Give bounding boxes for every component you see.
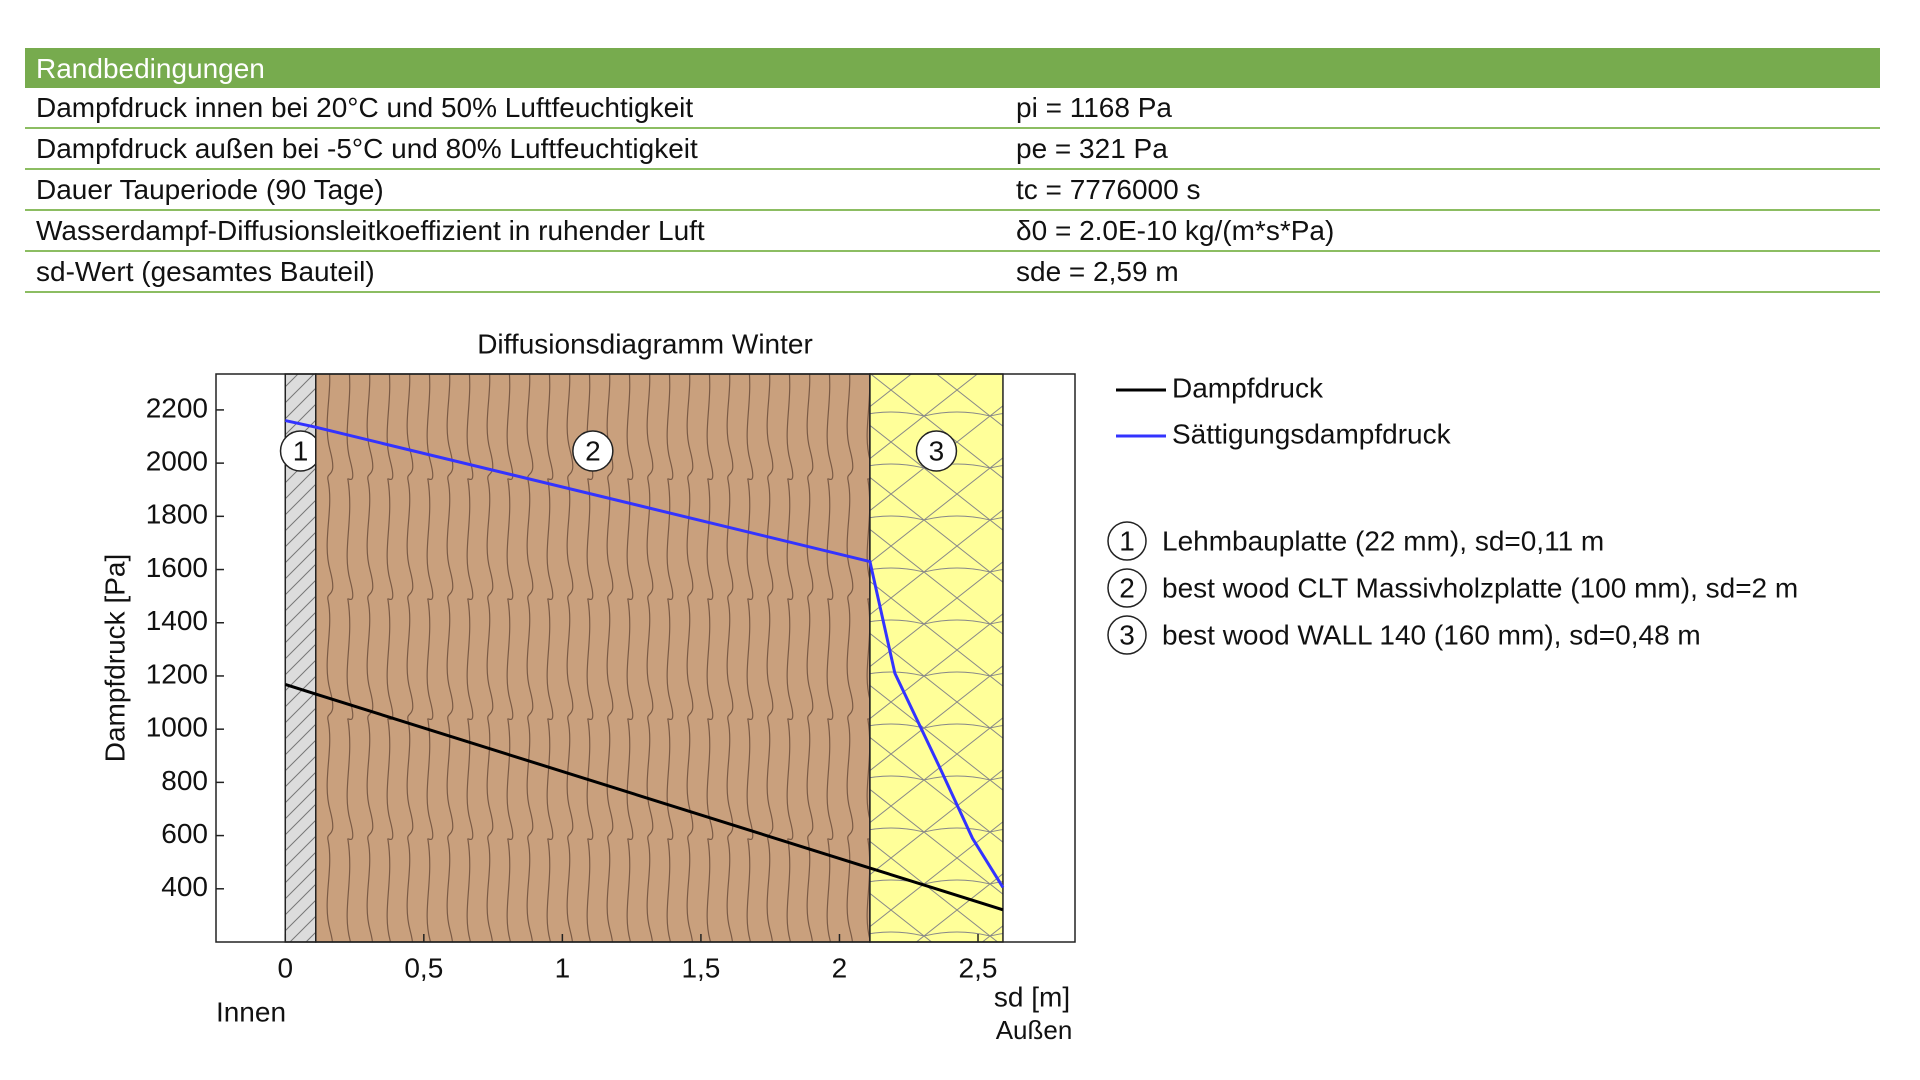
value-cell: pi = 1168 Pa xyxy=(1016,92,1172,123)
conditions-table: Randbedingungen Dampfdruck innen bei 20°… xyxy=(25,48,1880,293)
y-tick-label: 1600 xyxy=(146,552,208,583)
x-tick-label: 0 xyxy=(277,952,293,983)
x-axis-label: sd [m] xyxy=(994,981,1070,1012)
y-tick-label: 2200 xyxy=(146,392,208,423)
y-tick-label: 1400 xyxy=(146,605,208,636)
legend-label: best wood WALL 140 (160 mm), sd=0,48 m xyxy=(1162,619,1701,650)
layer-number: 1 xyxy=(293,435,309,466)
table-row: Wasserdampf-Diffusionsleitkoeffizient in… xyxy=(25,211,1880,252)
legend-label: Dampfdruck xyxy=(1172,372,1324,403)
legend-marker xyxy=(1107,568,1147,608)
layer-number: 2 xyxy=(585,435,601,466)
layer-marker xyxy=(915,430,958,472)
x-tick-label: 2 xyxy=(832,952,848,983)
label-cell: Dampfdruck innen bei 20°C und 50% Luftfe… xyxy=(36,92,694,123)
x-tick-label: 2,5 xyxy=(959,952,998,983)
annotation: Innen xyxy=(216,996,286,1027)
layer-marker xyxy=(572,430,614,472)
legend-label: best wood CLT Massivholzplatte (100 mm),… xyxy=(1162,572,1798,603)
label-cell: Dampfdruck außen bei -5°C und 80% Luftfe… xyxy=(36,133,698,164)
y-tick-label: 1000 xyxy=(146,712,208,743)
legend-label: Sättigungsdampfdruck xyxy=(1172,418,1452,449)
y-tick-label: 1200 xyxy=(146,658,208,689)
layer-number: 3 xyxy=(929,435,945,466)
plot-frame xyxy=(215,373,1076,943)
legend-number: 1 xyxy=(1119,525,1135,556)
x-tick-label: 0,5 xyxy=(404,952,443,983)
legend-marker xyxy=(1107,521,1147,561)
value-cell: tc = 7776000 s xyxy=(1016,174,1201,205)
table-row: sd-Wert (gesamtes Bauteil) sde = 2,59 m xyxy=(25,252,1880,293)
legend-label: Lehmbauplatte (22 mm), sd=0,11 m xyxy=(1162,525,1604,556)
label-cell: Wasserdampf-Diffusionsleitkoeffizient in… xyxy=(36,215,705,246)
y-axis-label: Dampfdruck [Pa] xyxy=(99,554,130,763)
annotation: Außen xyxy=(996,1015,1073,1045)
chart-title: Diffusionsdiagramm Winter xyxy=(477,328,813,359)
table-title: Randbedingungen xyxy=(25,48,1880,88)
x-tick-label: 1 xyxy=(555,952,571,983)
series-line xyxy=(284,683,1004,912)
legend-number: 2 xyxy=(1119,572,1135,603)
label-cell: Dauer Tauperiode (90 Tage) xyxy=(36,174,384,205)
table-row: Dampfdruck innen bei 20°C und 50% Luftfe… xyxy=(25,88,1880,129)
label-cell: sd-Wert (gesamtes Bauteil) xyxy=(36,256,375,287)
y-tick-label: 800 xyxy=(161,765,208,796)
value-cell: pe = 321 Pa xyxy=(1016,133,1168,164)
table-row: Dampfdruck außen bei -5°C und 80% Luftfe… xyxy=(25,129,1880,170)
series-line xyxy=(284,419,1005,889)
y-tick-label: 400 xyxy=(161,871,208,902)
value-cell: δ0 = 2.0E-10 kg/(m*s*Pa) xyxy=(1016,215,1335,246)
y-tick-label: 600 xyxy=(161,818,208,849)
value-cell: sde = 2,59 m xyxy=(1016,256,1179,287)
x-tick-label: 1,5 xyxy=(681,952,720,983)
y-tick-label: 2000 xyxy=(146,446,208,477)
table-row: Dauer Tauperiode (90 Tage) tc = 7776000 s xyxy=(25,170,1880,211)
legend-marker xyxy=(1107,615,1147,655)
y-tick-label: 1800 xyxy=(146,499,208,530)
legend-number: 3 xyxy=(1119,619,1135,650)
